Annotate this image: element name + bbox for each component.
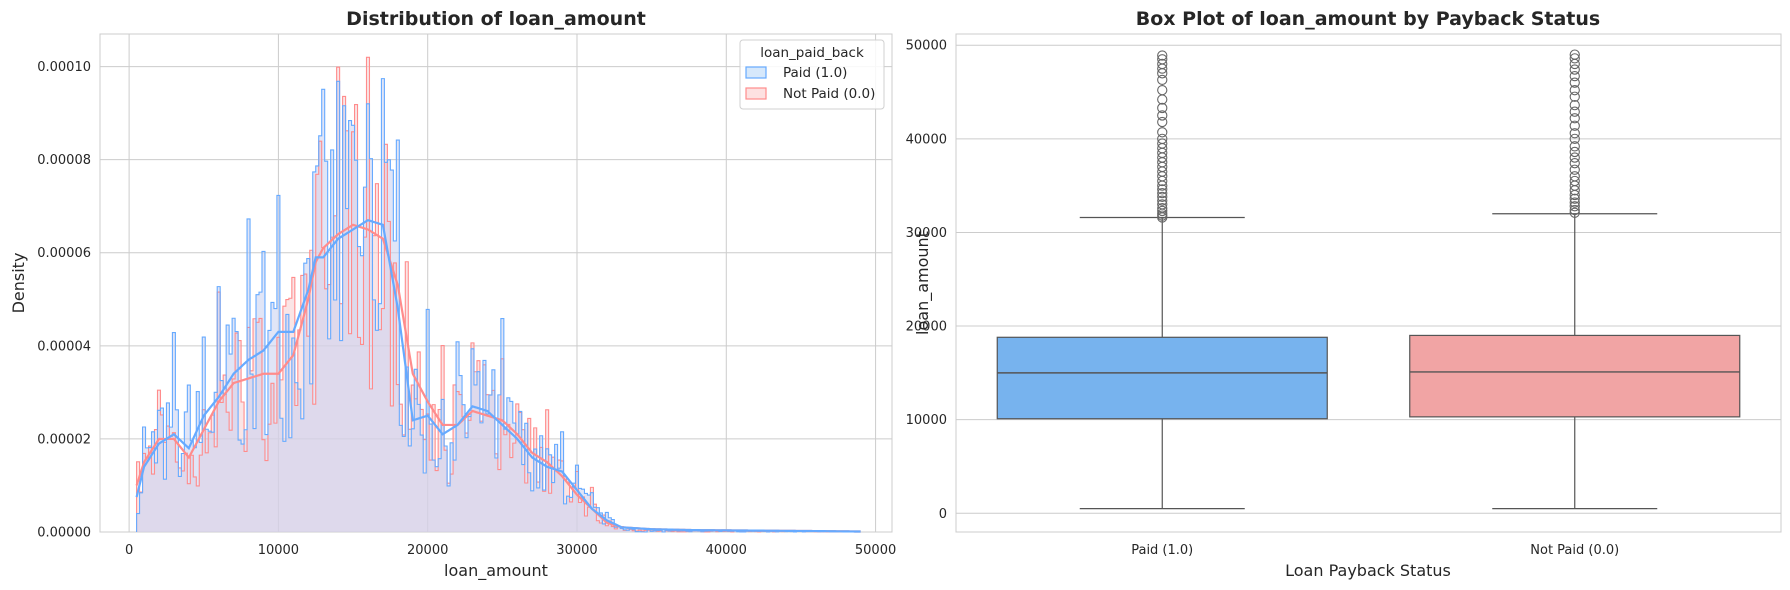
- boxplot-outlier: [1157, 184, 1168, 195]
- boxplot-box: [996, 336, 1328, 420]
- boxplot-outlier: [1157, 58, 1168, 70]
- boxplot-outlier: [1157, 187, 1168, 199]
- boxplot-x-axis-label: Loan Payback Status: [1285, 561, 1451, 580]
- histogram-y-tick-label: 0.00000: [37, 526, 91, 541]
- legend-swatch-paid: [745, 66, 767, 79]
- boxplot-outlier: [1157, 110, 1168, 121]
- boxplot-outlier: [1569, 201, 1580, 212]
- boxplot-outlier: [1569, 64, 1580, 75]
- histogram-x-tick-label: 30000: [556, 543, 597, 558]
- boxplot-y-tick-label: 40000: [906, 132, 947, 147]
- boxplot-outlier: [1157, 127, 1168, 138]
- boxplot-outlier: [1157, 102, 1168, 114]
- boxplot-y-axis-label: loan_amount: [913, 231, 933, 335]
- boxplot-outlier: [1569, 197, 1580, 208]
- histogram-y-tick-label: 0.00006: [37, 246, 91, 261]
- boxplot-outlier: [1569, 91, 1580, 102]
- boxplot-x-tick-labels: Paid (1.0) Not Paid (0.0): [1131, 543, 1619, 558]
- boxplot-gridlines: [956, 44, 1781, 514]
- histogram-x-axis-label: loan_amount: [444, 561, 548, 581]
- histogram-kde-curves: [135, 218, 861, 533]
- boxplot-outlier: [1569, 171, 1580, 182]
- legend-title: loan_paid_back: [760, 45, 864, 61]
- histogram-title: Distribution of loan_amount: [346, 8, 646, 30]
- histogram-panel: 0 10000 20000 30000 40000 50000 0.000000.0000…: [9, 8, 896, 581]
- histogram-y-tick-labels: 0.00000 0.00002 0.00004 0.00006 0.00008 0.000…: [37, 60, 91, 540]
- boxplot-outlier: [1157, 85, 1168, 96]
- boxplot-outlier: [1569, 152, 1580, 163]
- boxplot-outlier: [1569, 128, 1580, 139]
- histogram-y-tick-label: 0.00008: [37, 153, 91, 168]
- boxplot-outlier: [1157, 191, 1168, 203]
- boxplot-outlier: [1569, 164, 1580, 175]
- boxplot-outlier: [1157, 202, 1168, 214]
- boxplot-outlier: [1157, 116, 1168, 128]
- boxplot-outlier: [1569, 70, 1580, 82]
- histogram-legend: loan_paid_back Paid (1.0) Not Paid (0.0): [739, 39, 885, 110]
- boxplot-outlier: [1569, 146, 1580, 158]
- boxplot-outlier: [1157, 50, 1168, 61]
- histogram-x-tick-label: 50000: [855, 543, 896, 558]
- boxplot-outlier: [1569, 99, 1580, 111]
- kde-line-paid: [135, 218, 861, 533]
- legend-label-not-paid: Not Paid (0.0): [783, 86, 875, 102]
- boxplot-x-tick-label: Not Paid (0.0): [1530, 543, 1619, 558]
- boxplot-box: [1409, 334, 1741, 418]
- histogram-x-tick-labels: 0 10000 20000 30000 40000 50000: [125, 543, 896, 558]
- boxplot-outlier: [1157, 138, 1168, 149]
- boxplot-y-tick-label: 20000: [906, 320, 947, 335]
- boxplot-y-tick-label: 30000: [906, 226, 947, 241]
- legend-label-paid: Paid (1.0): [783, 65, 847, 81]
- boxplot-outlier: [1157, 205, 1168, 217]
- boxplot-outlier: [1569, 77, 1580, 88]
- boxplot-outlier: [1569, 85, 1580, 96]
- histogram-x-tick-label: 40000: [706, 543, 747, 558]
- histogram-x-tick-label: 0: [125, 543, 133, 558]
- boxplot-outlier: [1569, 49, 1580, 60]
- boxplot-outlier: [1157, 133, 1168, 144]
- legend-frame: [739, 39, 885, 110]
- boxplot-outlier: [1157, 74, 1168, 86]
- histogram-fill-paid: [136, 78, 860, 533]
- boxplot-outlier: [1569, 120, 1580, 131]
- legend-swatch-not-paid: [745, 87, 767, 100]
- boxplot-boxes: [996, 49, 1741, 510]
- boxplot-y-tick-label: 10000: [906, 413, 947, 428]
- boxplot-y-tick-label: 50000: [906, 39, 947, 54]
- boxplot-outlier: [1569, 106, 1580, 117]
- boxplot-title: Box Plot of loan_amount by Payback Statu…: [1136, 8, 1600, 30]
- histogram-bins-paid: [136, 78, 860, 533]
- boxplot-panel: 0 10000 20000 30000 40000 50000 Paid (1.0) Not…: [906, 8, 1782, 580]
- boxplot-outlier: [1569, 207, 1580, 218]
- histogram-x-tick-label: 20000: [407, 543, 448, 558]
- histogram-y-tick-label: 0.00002: [37, 432, 91, 447]
- boxplot-outlier: [1569, 113, 1580, 124]
- boxplot-outlier: [1157, 195, 1168, 206]
- boxplot-outlier: [1157, 54, 1168, 65]
- boxplot-outlier: [1569, 133, 1580, 144]
- histogram-y-axis-label: Density: [9, 253, 28, 314]
- boxplot-outlier: [1569, 193, 1580, 204]
- boxplot-outlier: [1157, 199, 1168, 210]
- boxplot-outlier: [1569, 175, 1580, 187]
- histogram-y-tick-label: 0.00004: [37, 339, 91, 354]
- boxplot-plot-area: [955, 33, 1782, 533]
- boxplot-outlier: [1569, 53, 1580, 64]
- boxplot-y-tick-labels: 0 10000 20000 30000 40000 50000: [906, 39, 947, 522]
- boxplot-outlier: [1569, 158, 1580, 169]
- boxplot-y-tick-label: 0: [939, 507, 947, 522]
- boxplot-outlier: [1569, 204, 1580, 216]
- boxplot-x-tick-label: Paid (1.0): [1131, 543, 1193, 558]
- histogram-bars-fill: [136, 57, 860, 533]
- histogram-x-tick-label: 10000: [258, 543, 299, 558]
- boxplot-outlier: [1569, 141, 1580, 152]
- histogram-y-tick-label: 0.00010: [37, 60, 91, 75]
